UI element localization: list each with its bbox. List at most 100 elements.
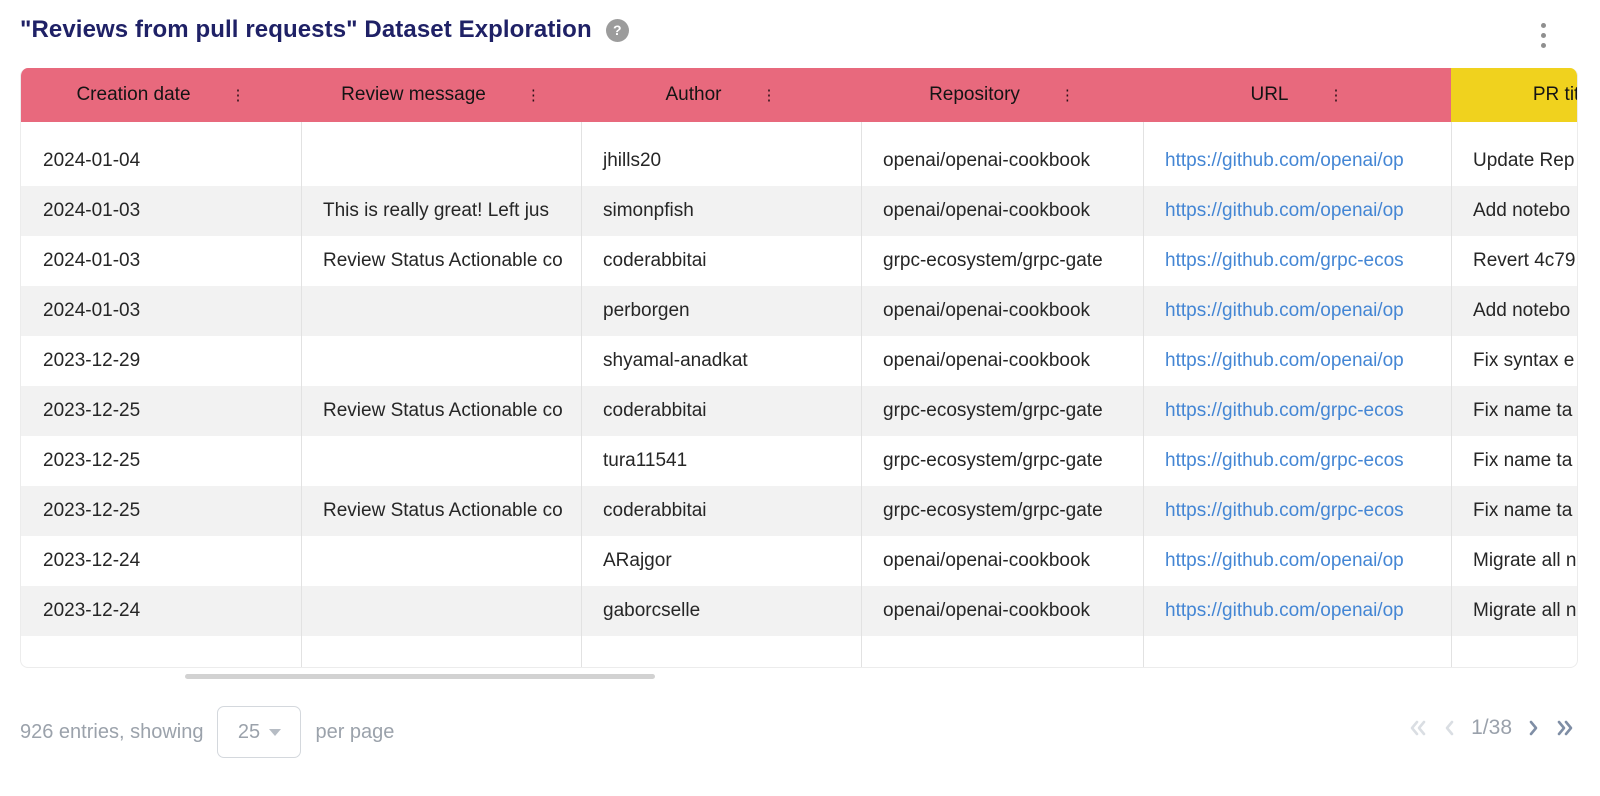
cell-review-message: This is really great! Left jus [323, 200, 549, 221]
page-size-value: 25 [237, 720, 261, 743]
page-size-select[interactable]: 25 [217, 706, 302, 758]
cell-creation-date: 2023-12-25 [43, 400, 141, 421]
column-header-creation-date[interactable]: Creation date ⋮ [21, 68, 301, 122]
column-header-url[interactable]: URL ⋮ [1143, 68, 1451, 122]
cell-repository: openai/openai-cookbook [883, 200, 1091, 221]
cell-repository: openai/openai-cookbook [883, 550, 1091, 571]
cell-pr-title: Revert 4c79 [1473, 250, 1576, 271]
table-row: 2024-01-03 perborgen openai/openai-cookboo… [21, 286, 1577, 336]
column-menu-icon[interactable]: ⋮ [1328, 86, 1344, 104]
url-link[interactable]: https://github.com/grpc-ecos [1165, 250, 1404, 271]
column-header-label: Repository [929, 84, 1020, 105]
cell-creation-date: 2023-12-25 [43, 500, 141, 521]
cell-review-message: Review Status Actionable co [323, 250, 563, 271]
dataset-table: Creation date ⋮ Review message ⋮ Author ⋮ Repo… [20, 68, 1578, 668]
column-menu-icon[interactable]: ⋮ [1059, 86, 1075, 104]
url-link[interactable]: https://github.com/openai/op [1165, 600, 1404, 621]
column-header-review-message[interactable]: Review message ⋮ [301, 68, 581, 122]
kebab-dot [1541, 33, 1546, 38]
table-header-row: Creation date ⋮ Review message ⋮ Author ⋮ Repo… [21, 68, 1577, 122]
url-link[interactable]: https://github.com/openai/op [1165, 550, 1404, 571]
url-link[interactable]: https://github.com/openai/op [1165, 350, 1404, 371]
cell-pr-title: Fix name ta [1473, 450, 1573, 471]
column-header-pr-title[interactable]: PR title⋮ [1451, 68, 1577, 122]
table-row: 2023-12-29 shyamal-anadkat openai/openai-c… [21, 336, 1577, 386]
horizontal-scrollbar[interactable] [185, 674, 655, 679]
cell-repository: grpc-ecosystem/grpc-gate [883, 400, 1103, 421]
cell-review-message [301, 586, 581, 636]
last-page-button[interactable] [1552, 717, 1578, 739]
cell-author: shyamal-anadkat [603, 350, 748, 371]
table-row: 2023-12-25 Review Status Actionable co cod… [21, 386, 1577, 436]
url-link[interactable]: https://github.com/grpc-ecos [1165, 500, 1404, 521]
cell-review-message: Review Status Actionable co [323, 500, 563, 521]
kebab-dot [1541, 23, 1546, 28]
cell-creation-date: 2023-12-25 [43, 450, 141, 471]
overflow-menu-icon[interactable] [1539, 21, 1548, 50]
prev-page-button[interactable] [1439, 717, 1459, 739]
cell-author: coderabbitai [603, 400, 707, 421]
cell-pr-title: Fix name ta [1473, 400, 1573, 421]
cell-repository: openai/openai-cookbook [883, 350, 1091, 371]
table-row: 2024-01-04 jhills20 openai/openai-cookbook… [21, 136, 1577, 186]
column-divider [301, 122, 302, 667]
column-menu-icon[interactable]: ⋮ [525, 86, 541, 104]
cell-author: tura11541 [603, 450, 688, 471]
table-inner: Creation date ⋮ Review message ⋮ Author ⋮ Repo… [21, 68, 1577, 667]
kebab-dot [1541, 43, 1546, 48]
cell-creation-date: 2024-01-03 [43, 200, 141, 221]
cell-repository: openai/openai-cookbook [883, 600, 1091, 621]
cell-review-message: Review Status Actionable co [323, 400, 563, 421]
double-chevron-left-icon [1410, 720, 1426, 736]
column-header-label: Creation date [76, 84, 191, 105]
column-divider [1143, 122, 1144, 667]
column-header-repository[interactable]: Repository ⋮ [861, 68, 1143, 122]
cell-review-message [301, 536, 581, 586]
column-divider [1451, 122, 1452, 667]
cell-author: coderabbitai [603, 250, 707, 271]
cell-author: jhills20 [603, 150, 662, 171]
url-link[interactable]: https://github.com/openai/op [1165, 150, 1404, 171]
cell-repository: grpc-ecosystem/grpc-gate [883, 450, 1103, 471]
column-divider [861, 122, 862, 667]
chevron-left-icon [1445, 720, 1454, 736]
url-link[interactable]: https://github.com/openai/op [1165, 200, 1404, 221]
url-link[interactable]: https://github.com/openai/op [1165, 300, 1404, 321]
cell-pr-title: Add notebo [1473, 200, 1571, 221]
per-page-text: per page [315, 720, 395, 743]
table-row: 2023-12-24 gaborcselle openai/openai-cookb… [21, 586, 1577, 636]
column-header-label: Author [665, 84, 722, 105]
cell-creation-date: 2024-01-03 [43, 250, 141, 271]
double-chevron-right-icon [1557, 720, 1573, 736]
help-icon[interactable]: ? [605, 18, 629, 42]
table-row: 2024-01-03 Review Status Actionable co cod… [21, 236, 1577, 286]
next-page-button[interactable] [1524, 717, 1544, 739]
chevron-down-icon [269, 728, 282, 736]
url-link[interactable]: https://github.com/grpc-ecos [1165, 400, 1404, 421]
cell-pr-title: Fix name ta [1473, 500, 1573, 521]
chevron-right-icon [1529, 720, 1538, 736]
table-row: 2024-01-03 This is really great! Left jus… [21, 186, 1577, 236]
cell-author: ARajgor [603, 550, 672, 571]
table-row: 2023-12-25 Review Status Actionable co cod… [21, 486, 1577, 536]
cell-review-message [301, 436, 581, 486]
cell-creation-date: 2023-12-24 [43, 550, 141, 571]
column-header-author[interactable]: Author ⋮ [581, 68, 861, 122]
column-divider [581, 122, 582, 667]
pagination: 1/38 [1405, 716, 1578, 740]
cell-pr-title: Migrate all n [1473, 600, 1577, 621]
first-page-button[interactable] [1405, 717, 1431, 739]
cell-creation-date: 2023-12-24 [43, 600, 141, 621]
cell-pr-title: Fix syntax e [1473, 350, 1575, 371]
column-header-label: PR title [1532, 84, 1577, 105]
cell-repository: grpc-ecosystem/grpc-gate [883, 250, 1103, 271]
cell-author: simonpfish [603, 200, 694, 221]
entries-footer: 926 entries, showing 25 per page [20, 704, 394, 760]
page-indicator: 1/38 [1471, 716, 1512, 739]
url-link[interactable]: https://github.com/grpc-ecos [1165, 450, 1404, 471]
cell-creation-date: 2023-12-29 [43, 350, 141, 371]
column-menu-icon[interactable]: ⋮ [230, 86, 246, 104]
column-menu-icon[interactable]: ⋮ [761, 86, 777, 104]
title-bar: "Reviews from pull requests" Dataset Exp… [20, 16, 629, 44]
cell-author: gaborcselle [603, 600, 701, 621]
